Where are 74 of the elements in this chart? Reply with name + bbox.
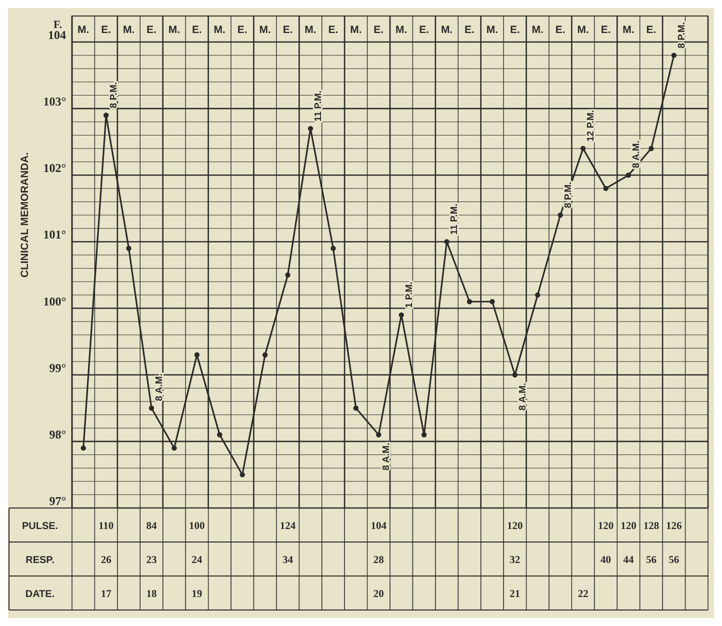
y-tick-label: RESP. <box>26 555 55 566</box>
x-tick-label: E. <box>192 24 202 36</box>
y-tick-label: 97° <box>49 494 66 508</box>
data-label: 22 <box>578 589 588 600</box>
y-tick-label: 102° <box>43 161 66 176</box>
x-tick-label: E. <box>464 24 475 36</box>
x-tick-label: M. <box>396 24 408 36</box>
data-label: 28 <box>373 555 384 566</box>
x-tick-label: M. <box>440 24 453 36</box>
annotation: 8 P.M. <box>676 22 688 48</box>
data-label: 104 <box>370 521 388 532</box>
data-label: 110 <box>98 521 114 532</box>
data-label: 100 <box>189 521 205 532</box>
x-tick-label: E. <box>374 24 384 36</box>
x-tick-label: E. <box>600 24 611 36</box>
x-tick-label: E. <box>419 24 430 36</box>
x-tick-label: E. <box>146 24 157 36</box>
y-tick-label: DATE. <box>25 589 55 600</box>
data-label: 56 <box>668 555 680 566</box>
x-tick-label: M. <box>532 24 544 36</box>
annotation: 11 P.M. <box>449 204 460 235</box>
data-label: 84 <box>146 521 158 532</box>
data-label: 120 <box>598 521 614 532</box>
x-tick-label: M. <box>78 24 90 36</box>
data-label: 21 <box>510 589 520 600</box>
x-tick-label: E. <box>101 24 112 36</box>
x-tick-label: E. <box>328 24 338 36</box>
y-tick-label: 101° <box>43 228 66 242</box>
x-tick-label: M. <box>486 24 498 36</box>
data-label: 26 <box>100 555 112 566</box>
y-tick-label: 100° <box>43 294 66 308</box>
data-label: 17 <box>100 589 112 600</box>
x-tick-label: M. <box>168 24 180 36</box>
y-tick-label: 99° <box>49 360 66 375</box>
data-label: 120 <box>507 521 523 532</box>
data-label: 18 <box>146 589 157 600</box>
x-tick-label: M. <box>259 24 271 36</box>
annotation: 8 A.M. <box>381 442 392 470</box>
annotation: 8 P.M. <box>108 82 120 108</box>
x-tick-label: M. <box>304 24 316 36</box>
data-label: 34 <box>282 555 294 566</box>
annotation: 8 A.M. <box>154 374 165 402</box>
annotation: 1 P.M. <box>404 282 415 308</box>
x-tick-label: E. <box>282 24 293 36</box>
y-tick-label: PULSE. <box>22 521 58 532</box>
x-tick-label: M. <box>577 24 589 36</box>
y-tick-label: 103° <box>43 94 66 109</box>
data-label: 126 <box>666 521 682 532</box>
data-label: 23 <box>146 555 157 566</box>
y-axis-title: CLINICAL MEMORANDA. <box>19 152 31 278</box>
annotation: 12 P.M. <box>585 110 596 142</box>
x-tick-label: E. <box>510 24 520 36</box>
annotation: 8 A.M. <box>517 382 528 410</box>
x-tick-label: E. <box>646 24 656 36</box>
y-tick-label: 98° <box>49 427 66 442</box>
data-label: 124 <box>280 521 296 532</box>
data-label: 40 <box>600 555 612 566</box>
x-tick-label: E. <box>237 24 248 36</box>
data-label: 32 <box>510 555 520 566</box>
text: F. <box>54 19 62 31</box>
x-tick-label: M. <box>350 24 362 36</box>
x-tick-label: M. <box>622 24 634 36</box>
x-tick-label: E. <box>555 24 566 36</box>
data-label: 128 <box>643 521 660 532</box>
data-label: 20 <box>373 589 384 600</box>
data-label: 24 <box>192 555 203 566</box>
y-tick-label: 104 <box>48 28 66 42</box>
data-label: 44 <box>623 555 634 566</box>
annotation: 11 P.M. <box>312 90 324 122</box>
x-tick-label: M. <box>122 24 135 36</box>
data-label: 120 <box>620 521 636 532</box>
x-tick-label: M. <box>214 24 226 36</box>
data-label: 56 <box>646 555 656 566</box>
data-label: 19 <box>192 589 202 600</box>
